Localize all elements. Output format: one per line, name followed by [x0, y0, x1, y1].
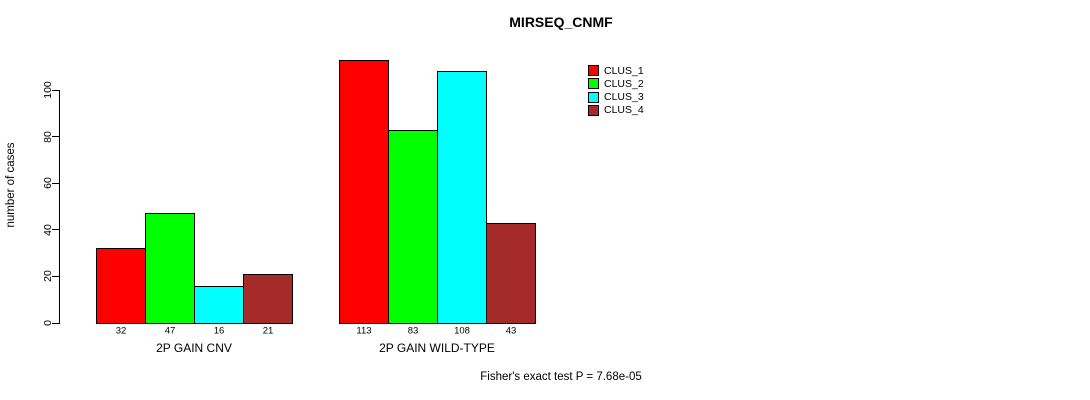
bar-clus_1-1 [96, 248, 146, 324]
bar-value-label: 83 [407, 325, 419, 336]
legend-swatch-icon [588, 65, 599, 76]
bar-value-label: 47 [164, 325, 176, 336]
y-tick-label: 20 [42, 270, 54, 283]
bar-clus_3-1 [194, 285, 244, 324]
legend-item-clus_3: CLUS_3 [588, 90, 644, 104]
bar-value-label: 21 [262, 325, 274, 336]
chart-title: MIRSEQ_CNMF [509, 14, 613, 30]
bar-value-label: 43 [505, 325, 517, 336]
bar-clus_4-1 [243, 274, 293, 324]
y-axis-line [59, 90, 60, 324]
y-tick-label: 100 [42, 81, 54, 99]
legend-label: CLUS_2 [604, 77, 644, 90]
group-label: 2P GAIN CNV [156, 340, 232, 355]
y-axis-label: number of cases [5, 142, 17, 228]
legend-item-clus_1: CLUS_1 [588, 64, 644, 78]
y-tick-label: 40 [42, 223, 54, 236]
y-tick-mark [52, 275, 59, 277]
y-tick-mark [52, 182, 59, 184]
y-tick-mark [52, 322, 59, 324]
bar-clus_1-2 [339, 59, 389, 324]
bar-clus_4-2 [486, 222, 536, 324]
legend-label: CLUS_1 [604, 64, 644, 77]
group-label: 2P GAIN WILD-TYPE [379, 340, 495, 355]
bar-clus_2-1 [145, 213, 195, 324]
statistical-annotation: Fisher's exact test P = 7.68e-05 [480, 371, 642, 383]
legend-swatch-icon [588, 78, 599, 90]
bar-value-label: 16 [213, 325, 225, 336]
legend-item-clus_2: CLUS_2 [588, 77, 644, 91]
y-tick-label: 80 [42, 130, 54, 143]
y-tick-label: 60 [42, 177, 54, 190]
bar-value-label: 113 [356, 325, 372, 336]
legend-swatch-icon [588, 91, 599, 103]
bar-value-label: 32 [115, 325, 127, 336]
legend-label: CLUS_3 [604, 91, 644, 104]
legend-item-clus_4: CLUS_4 [588, 103, 644, 117]
y-tick-mark [52, 89, 59, 91]
legend-label: CLUS_4 [604, 104, 644, 117]
bar-clus_2-2 [388, 129, 438, 324]
bar-value-label: 108 [454, 325, 470, 336]
y-tick-mark [52, 136, 59, 138]
legend-swatch-icon [588, 104, 599, 116]
bar-clus_3-2 [437, 71, 487, 324]
y-tick-label: 0 [42, 320, 54, 326]
y-tick-mark [52, 229, 59, 231]
